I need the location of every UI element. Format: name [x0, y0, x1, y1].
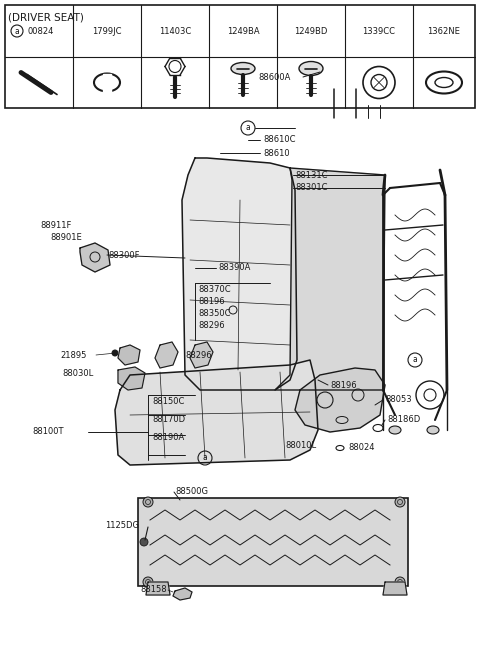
Text: a: a	[246, 123, 251, 133]
Text: 88296: 88296	[198, 321, 225, 331]
Text: 88370C: 88370C	[198, 285, 230, 295]
Text: 88030L: 88030L	[62, 369, 93, 377]
Polygon shape	[146, 582, 170, 595]
Text: 88500G: 88500G	[175, 487, 208, 497]
Ellipse shape	[299, 62, 323, 75]
Text: 1799JC: 1799JC	[92, 26, 122, 35]
Text: 88010L: 88010L	[285, 440, 316, 449]
Text: a: a	[203, 453, 207, 462]
Text: 88610: 88610	[263, 148, 289, 157]
Text: 88350C: 88350C	[198, 310, 230, 319]
Ellipse shape	[231, 62, 255, 75]
Text: 1362NE: 1362NE	[428, 26, 460, 35]
Text: 11403C: 11403C	[159, 26, 191, 35]
Ellipse shape	[319, 47, 371, 89]
Circle shape	[112, 350, 118, 356]
Text: 88610C: 88610C	[263, 136, 296, 144]
Circle shape	[395, 497, 405, 507]
Text: 88170D: 88170D	[152, 415, 185, 424]
Polygon shape	[295, 368, 385, 432]
Polygon shape	[155, 342, 178, 368]
Text: 88190A: 88190A	[152, 434, 184, 443]
Text: 88196: 88196	[330, 380, 357, 390]
Circle shape	[143, 577, 153, 587]
Polygon shape	[118, 345, 140, 365]
Text: 88024: 88024	[348, 443, 374, 453]
Bar	[138, 498, 408, 586]
Polygon shape	[80, 243, 110, 272]
Ellipse shape	[389, 426, 401, 434]
Text: 88186D: 88186D	[387, 415, 420, 424]
Ellipse shape	[427, 426, 439, 434]
Text: 88150C: 88150C	[152, 398, 184, 407]
Text: 88390A: 88390A	[218, 264, 251, 272]
Polygon shape	[383, 582, 407, 595]
Text: 88600A: 88600A	[258, 73, 290, 81]
Text: 88158: 88158	[140, 586, 167, 594]
Text: 00824: 00824	[27, 26, 53, 35]
Text: 88901E: 88901E	[50, 234, 82, 243]
Bar	[5, 5, 475, 108]
Text: a: a	[14, 26, 19, 35]
Polygon shape	[115, 360, 318, 465]
Polygon shape	[173, 588, 192, 600]
Circle shape	[140, 538, 148, 546]
Polygon shape	[190, 342, 213, 368]
Text: 1125DG: 1125DG	[105, 520, 139, 529]
Text: 88301C: 88301C	[295, 184, 327, 192]
Text: 88911F: 88911F	[40, 220, 72, 230]
Text: 21895: 21895	[60, 350, 86, 359]
Text: 88296: 88296	[185, 350, 212, 359]
Text: 88300F: 88300F	[108, 251, 140, 260]
Polygon shape	[275, 168, 385, 390]
Polygon shape	[103, 73, 111, 91]
Text: 1339CC: 1339CC	[362, 26, 396, 35]
Circle shape	[395, 577, 405, 587]
Text: 1249BD: 1249BD	[294, 26, 328, 35]
Text: 88100T: 88100T	[32, 428, 63, 436]
Text: 88131C: 88131C	[295, 171, 327, 180]
Polygon shape	[118, 367, 145, 390]
Text: 88053: 88053	[385, 396, 412, 405]
Circle shape	[143, 497, 153, 507]
Text: (DRIVER SEAT): (DRIVER SEAT)	[8, 13, 84, 23]
Text: 1249BA: 1249BA	[227, 26, 259, 35]
Polygon shape	[182, 158, 297, 390]
Text: a: a	[413, 356, 418, 365]
Text: 88196: 88196	[198, 298, 225, 306]
